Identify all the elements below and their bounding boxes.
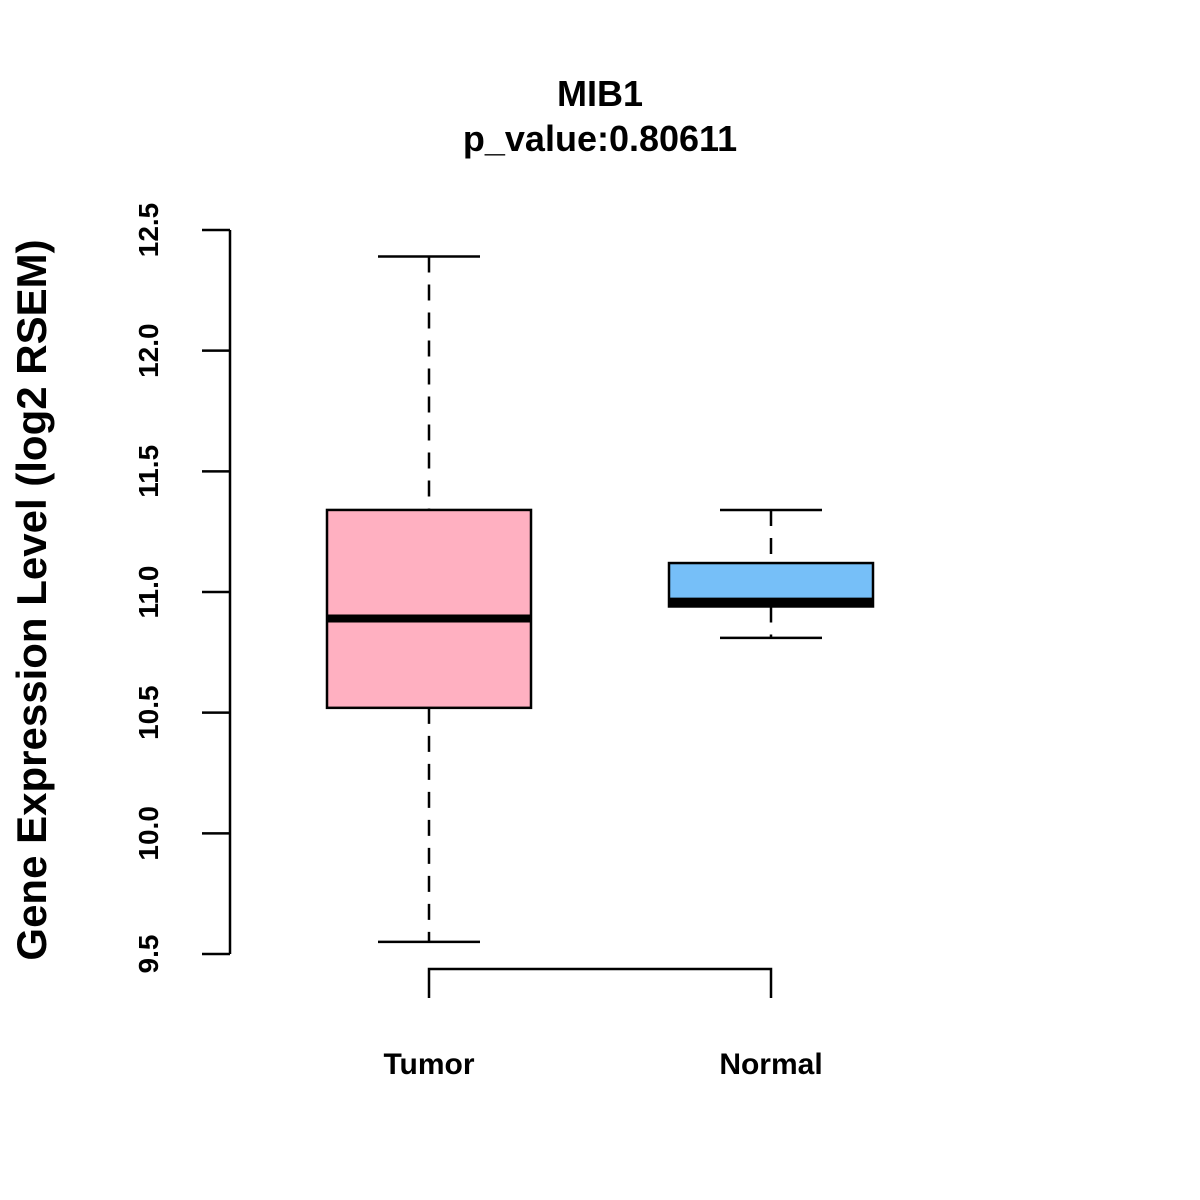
bracket-line — [427, 967, 773, 998]
boxes-group — [325, 255, 875, 944]
y-axis: 9.5 10.0 10.5 11.0 11.5 12.0 12.5 — [133, 203, 232, 974]
iqr-box — [325, 508, 533, 710]
y-tick-label: 10.0 — [133, 806, 164, 861]
chart-title: MIB1 — [557, 73, 643, 114]
y-tick-label: 11.5 — [133, 445, 164, 498]
significance-bracket — [427, 967, 773, 998]
y-tick-label: 12.0 — [133, 323, 164, 378]
x-axis-labels: Tumor Normal — [383, 1048, 822, 1081]
box-tumor — [325, 255, 533, 944]
x-category-label: Normal — [719, 1048, 822, 1081]
x-category-label: Tumor — [383, 1048, 474, 1081]
y-tick-label: 10.5 — [133, 685, 164, 740]
chart-subtitle: p_value:0.80611 — [463, 118, 737, 159]
y-tick-label: 9.5 — [133, 935, 164, 974]
y-tick-label: 12.5 — [133, 203, 164, 258]
box-normal — [667, 508, 875, 640]
y-axis-label: Gene Expression Level (log2 RSEM) — [8, 239, 55, 960]
y-tick-label: 11.0 — [133, 566, 164, 619]
